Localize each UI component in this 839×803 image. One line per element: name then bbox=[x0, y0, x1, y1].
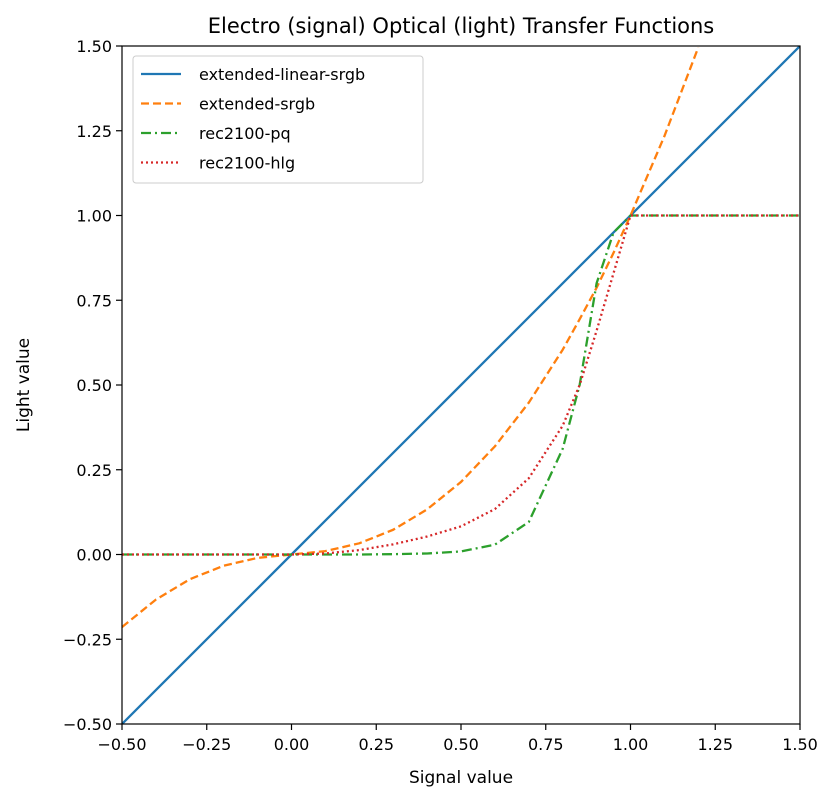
x-tick-label: −0.50 bbox=[97, 735, 146, 754]
y-tick-label: 0.00 bbox=[76, 546, 112, 565]
chart-title: Electro (signal) Optical (light) Transfe… bbox=[208, 14, 715, 38]
y-tick-label: −0.25 bbox=[63, 630, 112, 649]
series-line-rec2100-hlg bbox=[122, 214, 800, 556]
legend-label: rec2100-pq bbox=[199, 124, 291, 143]
series-line-extended-linear-srgb bbox=[122, 46, 800, 724]
y-tick-label: 1.25 bbox=[76, 122, 112, 141]
x-tick-label: −0.25 bbox=[182, 735, 231, 754]
series-line-rec2100-pq bbox=[122, 214, 800, 556]
y-tick-label: 0.50 bbox=[76, 376, 112, 395]
y-tick-label: 1.00 bbox=[76, 207, 112, 226]
y-axis: −0.50 −0.25 0.00 0.25 0.50 0.75 1.00 1.25 1.50 bbox=[63, 37, 122, 734]
x-tick-label: 0.25 bbox=[358, 735, 394, 754]
x-tick-label: 0.75 bbox=[528, 735, 564, 754]
x-tick-label: 0.50 bbox=[443, 735, 479, 754]
y-tick-label: 0.75 bbox=[76, 291, 112, 310]
y-tick-label: 1.50 bbox=[76, 37, 112, 56]
legend-box bbox=[132, 55, 424, 184]
legend: extended-linear-srgb extended-srgb rec2100… bbox=[132, 55, 424, 184]
series-line-extended-srgb bbox=[122, 46, 700, 628]
legend-label: rec2100-hlg bbox=[199, 154, 295, 173]
x-tick-label: 0.00 bbox=[274, 735, 310, 754]
legend-label: extended-srgb bbox=[199, 95, 315, 114]
legend-label: extended-linear-srgb bbox=[199, 65, 365, 84]
x-axis-label: Signal value bbox=[409, 768, 513, 788]
x-tick-label: 1.25 bbox=[697, 735, 733, 754]
x-tick-label: 1.00 bbox=[613, 735, 649, 754]
x-axis: −0.50 −0.25 0.00 0.25 0.50 0.75 1.00 1.25 1.50 bbox=[97, 724, 818, 754]
x-tick-label: 1.50 bbox=[782, 735, 818, 754]
y-tick-label: 0.25 bbox=[76, 461, 112, 480]
y-tick-label: −0.50 bbox=[63, 715, 112, 734]
y-axis-label: Light value bbox=[14, 338, 34, 432]
